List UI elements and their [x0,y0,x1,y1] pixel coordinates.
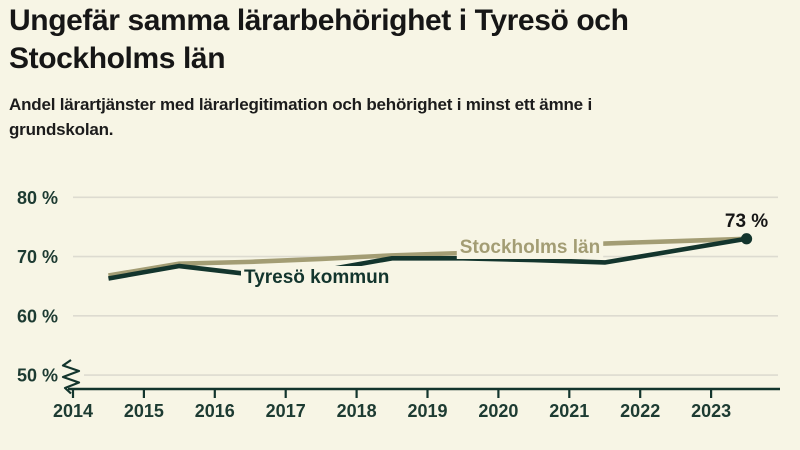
chart-subtitle: Andel lärartjänster med lärarlegitimatio… [9,92,789,143]
axis-break-icon [61,359,81,395]
chart-header: Ungefär samma lärarbehörighet i Tyresö o… [9,2,789,143]
chart-title: Ungefär samma lärarbehörighet i Tyresö o… [9,2,789,79]
x-tick-label-2023: 2023 [691,401,731,421]
x-tick-label-2022: 2022 [620,401,660,421]
series-label-bg-tyreso [241,266,393,289]
x-tick-label-2015: 2015 [124,401,164,421]
x-tick-label-2020: 2020 [478,401,518,421]
x-tick-label-2014: 2014 [53,401,93,421]
chart-title-line2: Stockholms län [9,42,226,76]
chart-subtitle-line1: Andel lärartjänster med lärarlegitimatio… [9,94,592,114]
series-label-tyreso: Tyresö kommun [244,267,389,288]
y-tick-label-70: 70 % [17,247,58,267]
y-tick-label-60: 60 % [17,306,58,326]
chart-subtitle-line2: grundskolan. [9,120,114,140]
y-tick-label-80: 80 % [17,188,58,208]
series-line-stockholm [108,236,747,278]
x-tick-label-2018: 2018 [337,401,377,421]
series-label-stockholm: Stockholms län [460,237,600,258]
y-tick-label-50: 50 % [17,366,58,386]
series-label-bg-stockholm [456,236,604,259]
x-tick-label-2016: 2016 [195,401,235,421]
chart-title-line1: Ungefär samma lärarbehörighet i Tyresö o… [9,4,629,37]
x-tick-label-2021: 2021 [549,401,589,421]
series-line-tyreso [108,236,747,281]
x-tick-label-2017: 2017 [266,401,306,421]
end-value-label: 73 % [725,211,768,232]
end-point-dot [740,233,753,245]
x-tick-label-2019: 2019 [407,401,447,421]
